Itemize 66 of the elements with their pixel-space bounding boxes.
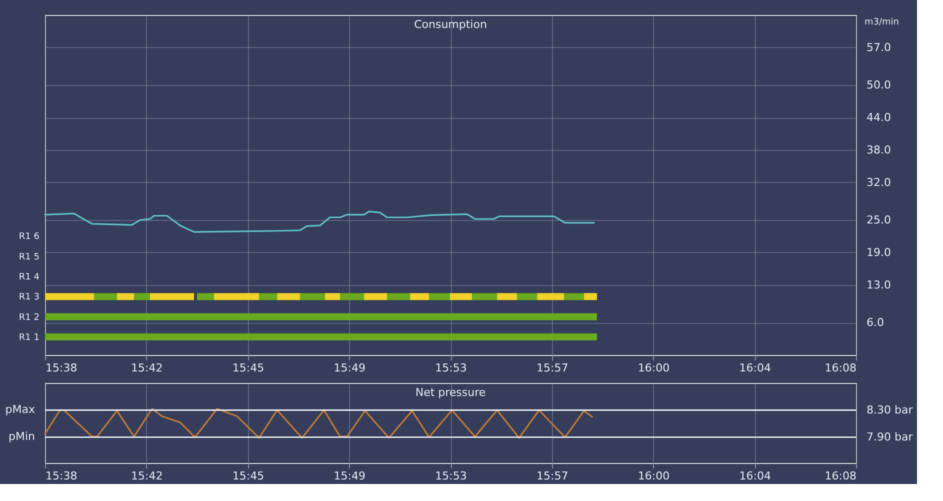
y-tick-label: R1 3 (18, 292, 40, 303)
x-tick-label: 15:49 (334, 362, 366, 374)
bar (564, 293, 584, 300)
x-tick-label: 15:45 (232, 362, 264, 374)
bar (450, 293, 472, 300)
ref-line-label: pMin (8, 430, 36, 444)
bar (134, 293, 150, 300)
x-tick-label: 16:00 (638, 362, 670, 374)
bar (387, 293, 410, 300)
y-tick-label: 25.0 (866, 214, 891, 227)
x-tick-label: 15:45 (232, 470, 264, 482)
y-tick-label: 57.0 (866, 40, 891, 54)
y-tick-label: 32.0 (866, 176, 891, 189)
bar (472, 293, 498, 300)
bar (117, 293, 134, 300)
y-tick-label: 6.0 (866, 316, 884, 330)
y-tick-label: R1 2 (18, 312, 40, 323)
x-tick-label: 16:04 (739, 362, 771, 374)
y-tick-label: 13.0 (866, 278, 891, 292)
bar (364, 293, 388, 300)
y-tick-label: 19.0 (866, 246, 891, 259)
y-tick-label: 7.90 bar (866, 430, 914, 444)
x-tick-label: 15:42 (131, 362, 163, 374)
x-tick-label: 15:42 (131, 470, 163, 482)
x-tick-label: 15:53 (435, 470, 467, 482)
bar (517, 293, 538, 300)
x-tick-label: 15:49 (334, 470, 366, 482)
bar (584, 293, 597, 300)
x-tick-label: 15:38 (46, 470, 78, 482)
bar (429, 293, 450, 300)
bar (150, 293, 194, 300)
bar (45, 313, 597, 320)
chart-title: Net pressure (415, 386, 486, 399)
bar (277, 293, 300, 300)
y-tick-label: 50.0 (866, 78, 891, 92)
x-tick-label: 15:57 (536, 362, 568, 374)
y-tick-label: R1 5 (18, 252, 40, 262)
bar (45, 333, 597, 340)
x-tick-label: 15:57 (536, 470, 568, 482)
bar (214, 293, 260, 300)
chart-title: Consumption (414, 18, 487, 31)
bar (196, 293, 214, 300)
ref-line-label: pMax (5, 403, 36, 416)
x-tick-label: 16:00 (638, 470, 670, 482)
y-tick-label: 8.30 bar (866, 404, 914, 417)
bar (300, 293, 325, 300)
line-series (44, 210, 595, 233)
line-series (44, 408, 593, 439)
y-tick-label: R1 4 (18, 272, 40, 282)
bar (537, 293, 564, 300)
y-tick-label: 44.0 (866, 111, 891, 124)
bar (94, 293, 118, 300)
y-axis-title: m3/min (864, 18, 899, 28)
y-tick-label: R1 6 (18, 232, 40, 242)
bar (340, 293, 364, 300)
bar (410, 293, 430, 300)
bar (259, 293, 278, 300)
x-tick-label: 15:38 (46, 362, 78, 374)
y-tick-label: 38.0 (866, 143, 891, 156)
x-tick-label: 16:04 (739, 470, 771, 482)
x-tick-label: 15:53 (435, 362, 467, 374)
y-tick-label: R1 1 (18, 332, 40, 343)
bar (497, 293, 517, 300)
x-tick-label: 16:08 (824, 362, 856, 374)
bar (324, 293, 340, 300)
x-tick-label: 16:08 (824, 470, 856, 482)
